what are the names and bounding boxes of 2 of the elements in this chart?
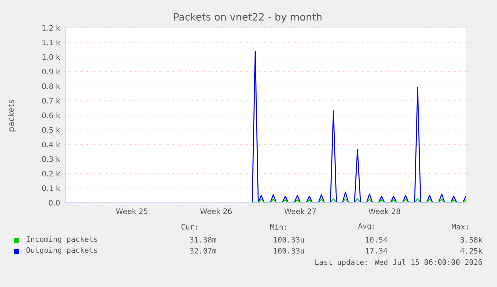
- chart-title: Packets on vnet22 - by month: [174, 13, 322, 23]
- y-axis-title: packets: [8, 100, 16, 132]
